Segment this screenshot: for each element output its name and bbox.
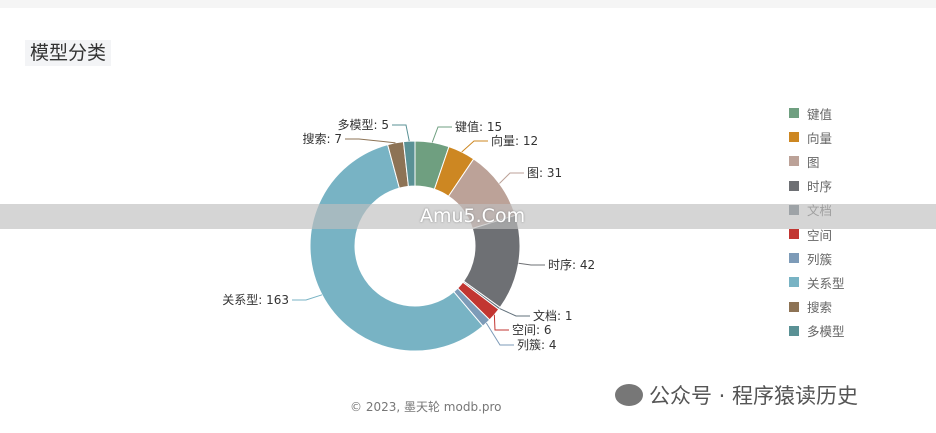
legend-label: 键值 bbox=[807, 106, 833, 122]
label-line bbox=[518, 262, 545, 266]
data-label: 多模型: 5 bbox=[338, 118, 390, 132]
label-line bbox=[345, 138, 396, 144]
data-label: 文档: 1 bbox=[533, 308, 573, 323]
label-line bbox=[499, 172, 524, 184]
legend-label: 多模型 bbox=[807, 324, 845, 340]
label-line bbox=[392, 124, 410, 142]
label-line bbox=[292, 294, 323, 301]
legend-swatch bbox=[789, 229, 799, 240]
legend-swatch bbox=[789, 132, 799, 143]
chart-title: 模型分类 bbox=[25, 40, 112, 66]
legend-item[interactable]: 关系型 bbox=[789, 270, 845, 294]
data-label: 图: 31 bbox=[527, 166, 562, 180]
data-label: 列簇: 4 bbox=[517, 337, 557, 352]
legend: 键值向量图时序文档空间列簇关系型搜索多模型 bbox=[789, 101, 845, 343]
legend-swatch bbox=[789, 253, 799, 264]
watermark-text: Amu5.Com bbox=[420, 205, 526, 227]
legend-swatch bbox=[789, 156, 799, 167]
watermark-band bbox=[0, 204, 936, 229]
legend-swatch bbox=[789, 277, 799, 288]
data-label: 时序: 42 bbox=[548, 257, 595, 272]
slice-多模型[interactable] bbox=[402, 140, 416, 187]
legend-swatch bbox=[789, 108, 799, 119]
data-label: 关系型: 163 bbox=[222, 293, 289, 307]
legend-item[interactable]: 空间 bbox=[789, 222, 845, 246]
wechat-text: 公众号 · 程序猿读历史 bbox=[649, 384, 859, 408]
legend-item[interactable]: 向量 bbox=[789, 125, 845, 149]
copyright: © 2023, 墨天轮 modb.pro bbox=[350, 400, 502, 414]
top-bar bbox=[0, 0, 936, 8]
legend-label: 空间 bbox=[807, 227, 833, 243]
label-line bbox=[499, 308, 530, 317]
slice-关系型[interactable] bbox=[309, 144, 484, 352]
data-label: 键值: 15 bbox=[455, 119, 502, 134]
legend-swatch bbox=[789, 180, 799, 191]
data-label: 空间: 6 bbox=[512, 323, 552, 337]
label-line bbox=[461, 140, 488, 153]
label-line bbox=[485, 322, 514, 346]
wechat-icon bbox=[615, 384, 643, 406]
wechat-watermark: 公众号 · 程序猿读历史 bbox=[615, 380, 858, 410]
data-label: 向量: 12 bbox=[491, 133, 538, 148]
label-line bbox=[431, 126, 452, 143]
legend-item[interactable]: 搜索 bbox=[789, 295, 845, 319]
legend-label: 搜索 bbox=[807, 300, 833, 316]
legend-swatch bbox=[789, 301, 799, 312]
legend-item[interactable]: 时序 bbox=[789, 174, 845, 198]
legend-item[interactable]: 图 bbox=[789, 149, 845, 173]
legend-label: 关系型 bbox=[807, 275, 845, 291]
legend-label: 时序 bbox=[807, 179, 833, 195]
legend-label: 向量 bbox=[807, 130, 833, 146]
legend-item[interactable]: 键值 bbox=[789, 101, 845, 125]
legend-item[interactable]: 多模型 bbox=[789, 319, 845, 343]
legend-item[interactable]: 列簇 bbox=[789, 246, 845, 270]
label-line bbox=[493, 314, 509, 331]
legend-label: 图 bbox=[807, 154, 820, 170]
data-label: 搜索: 7 bbox=[303, 131, 343, 146]
legend-label: 列簇 bbox=[807, 251, 833, 267]
legend-swatch bbox=[789, 325, 799, 336]
